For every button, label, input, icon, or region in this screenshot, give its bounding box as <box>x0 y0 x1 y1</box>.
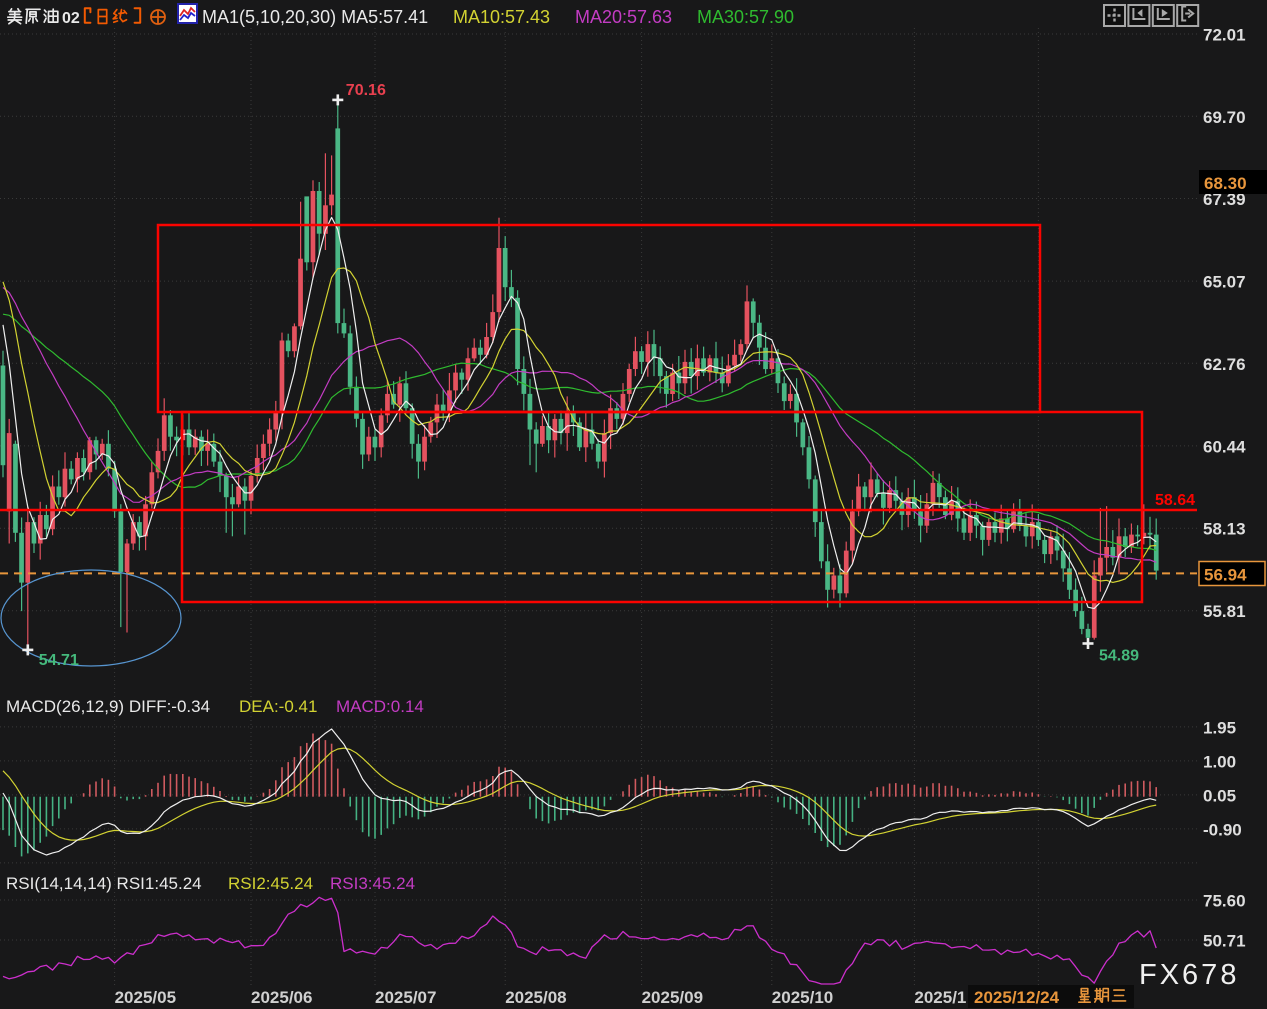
svg-text:MA20:57.63: MA20:57.63 <box>575 7 672 27</box>
svg-text:2025/09: 2025/09 <box>642 988 703 1007</box>
svg-text:54.71: 54.71 <box>39 652 79 669</box>
svg-text:DEA:-0.41: DEA:-0.41 <box>239 697 317 716</box>
svg-text:FX678: FX678 <box>1139 959 1239 991</box>
svg-text:2025/10: 2025/10 <box>772 988 833 1007</box>
svg-text:1.00: 1.00 <box>1203 752 1236 771</box>
svg-text:75.60: 75.60 <box>1203 892 1246 911</box>
svg-text:2025/12/24: 2025/12/24 <box>974 988 1060 1007</box>
svg-text:55.81: 55.81 <box>1203 602 1246 621</box>
svg-text:RSI(14,14,14) RSI1:45.24: RSI(14,14,14) RSI1:45.24 <box>6 874 202 893</box>
svg-text:62.76: 62.76 <box>1203 355 1246 374</box>
svg-text:60.44: 60.44 <box>1203 437 1246 456</box>
svg-text:54.89: 54.89 <box>1099 648 1139 665</box>
svg-text:MA1(5,10,20,30) MA5:57.41: MA1(5,10,20,30) MA5:57.41 <box>202 7 428 27</box>
svg-text:RSI2:45.24: RSI2:45.24 <box>228 874 313 893</box>
svg-text:2025/05: 2025/05 <box>115 988 176 1007</box>
svg-text:RSI3:45.24: RSI3:45.24 <box>330 874 415 893</box>
svg-text:-0.90: -0.90 <box>1203 820 1242 839</box>
svg-text:2025/07: 2025/07 <box>375 988 436 1007</box>
svg-text:2025/1: 2025/1 <box>914 988 966 1007</box>
svg-text:58.64: 58.64 <box>1155 492 1195 509</box>
svg-text:2025/06: 2025/06 <box>251 988 312 1007</box>
svg-text:70.16: 70.16 <box>346 82 386 99</box>
svg-text:68.30: 68.30 <box>1204 174 1247 193</box>
svg-text:67.39: 67.39 <box>1203 190 1246 209</box>
svg-text:58.13: 58.13 <box>1203 520 1246 539</box>
svg-text:65.07: 65.07 <box>1203 273 1246 292</box>
svg-text:72.01: 72.01 <box>1203 26 1246 45</box>
svg-text:02: 02 <box>62 10 80 27</box>
svg-text:69.70: 69.70 <box>1203 108 1246 127</box>
svg-text:0.05: 0.05 <box>1203 786 1236 805</box>
svg-text:2025/08: 2025/08 <box>505 988 566 1007</box>
svg-text:MA10:57.43: MA10:57.43 <box>453 7 550 27</box>
svg-text:56.94: 56.94 <box>1204 566 1247 585</box>
svg-text:MACD(26,12,9) DIFF:-0.34: MACD(26,12,9) DIFF:-0.34 <box>6 697 210 716</box>
svg-text:MA30:57.90: MA30:57.90 <box>697 7 794 27</box>
svg-text:50.71: 50.71 <box>1203 932 1246 951</box>
svg-text:MACD:0.14: MACD:0.14 <box>336 697 424 716</box>
svg-text:1.95: 1.95 <box>1203 718 1236 737</box>
